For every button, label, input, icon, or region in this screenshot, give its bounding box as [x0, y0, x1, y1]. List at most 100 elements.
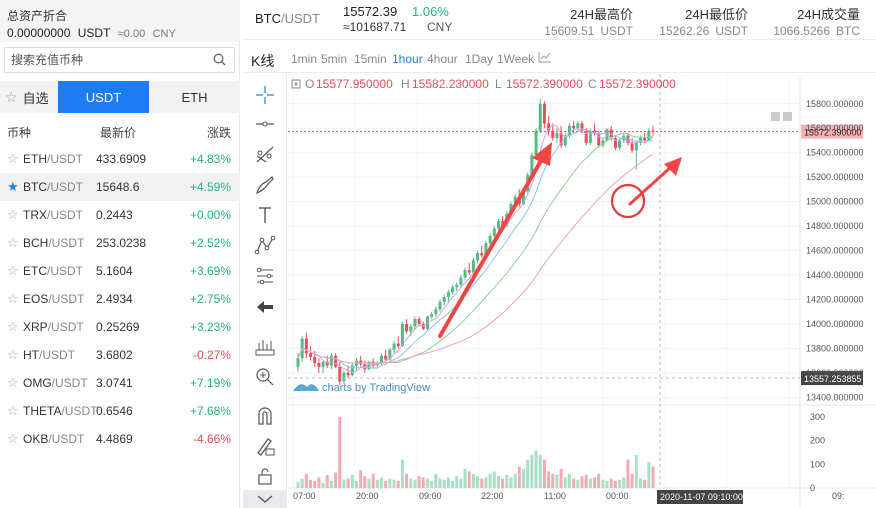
volume-bar	[354, 480, 358, 488]
candle	[442, 297, 446, 302]
lock-drawing-icon[interactable]	[254, 435, 276, 457]
total-assets-value: 0.00000000 USDT ≈0.00 CNY	[7, 26, 240, 40]
ohlc-value-l: 15572.390000	[506, 77, 583, 91]
chevron-down-icon	[257, 495, 273, 503]
candle	[496, 221, 500, 229]
list-item[interactable]: ☆ THETA/USDT 0.6546 +7.68%	[0, 397, 240, 425]
expand-icon	[291, 79, 301, 89]
star-outline-icon[interactable]: ☆	[7, 291, 19, 306]
tab-eth[interactable]: ETH	[181, 89, 208, 105]
trend-arrow-head	[532, 142, 552, 166]
list-item[interactable]: ★ BTC/USDT 15648.6 +4.59%	[0, 173, 240, 201]
star-outline-icon[interactable]: ☆	[7, 207, 19, 222]
coin-quote: /USDT	[47, 180, 83, 194]
ohlc-value-o: 15577.950000	[316, 77, 393, 91]
candle	[321, 361, 325, 367]
list-item[interactable]: ☆ XRP/USDT 0.25269 +3.23%	[0, 313, 240, 341]
volume-bar	[551, 473, 555, 488]
volume-bar	[384, 480, 388, 488]
arrow-left-icon[interactable]	[254, 296, 276, 318]
tab-favorites[interactable]: ☆ 自选	[0, 81, 58, 113]
collapse-toolbar-button[interactable]	[243, 490, 287, 508]
star-outline-icon[interactable]: ☆	[7, 235, 19, 250]
ma-line-10	[297, 128, 654, 369]
resolution-1day[interactable]: 1Day	[465, 52, 494, 66]
stat-24h-volume-value: 1066.5266	[773, 24, 830, 38]
resolution-15min[interactable]: 15min	[354, 52, 387, 66]
volume-bar	[538, 454, 542, 488]
pattern-icon[interactable]	[254, 234, 276, 256]
time-tick-label: 11:00	[544, 491, 566, 501]
column-change[interactable]: 涨跌	[206, 126, 231, 140]
candle	[480, 253, 484, 256]
highlight-circle	[610, 183, 646, 219]
crosshair-time-tag	[657, 490, 743, 504]
volume-tick-label: 100	[810, 459, 825, 469]
volume-bar	[471, 473, 475, 488]
column-price[interactable]: 最新价	[100, 126, 137, 140]
candle	[542, 103, 546, 124]
candle	[446, 292, 450, 298]
volume-bar	[601, 479, 605, 488]
stat-24h-high-unit: USDT	[600, 24, 633, 38]
total-assets-cny: ≈0.00	[117, 28, 146, 40]
list-item[interactable]: ☆ HT/USDT 3.6802 -0.27%	[0, 341, 240, 369]
search-icon[interactable]	[213, 53, 226, 66]
list-item[interactable]: ☆ BCH/USDT 253.0238 +2.52%	[0, 229, 240, 257]
star-outline-icon[interactable]: ☆	[7, 151, 19, 166]
star-outline-icon[interactable]: ☆	[7, 263, 19, 278]
tab-usdt[interactable]: USDT	[58, 81, 149, 113]
list-item[interactable]: ☆ OKB/USDT 4.4869 -4.66%	[0, 425, 240, 453]
candle	[309, 353, 313, 357]
coin-change: +7.68%	[189, 404, 231, 418]
candle	[588, 130, 592, 143]
star-outline-icon[interactable]: ☆	[7, 375, 19, 390]
tab-favorites-label: 自选	[22, 90, 49, 106]
resolution-1week[interactable]: 1Week	[497, 52, 535, 66]
chart-grid	[288, 74, 800, 488]
coin-quote: /USDT	[48, 432, 85, 446]
volume-bar	[501, 478, 505, 488]
resolution-4hour[interactable]: 4hour	[427, 52, 458, 66]
crosshair-icon[interactable]	[254, 84, 276, 106]
coin-price: 2.4934	[96, 292, 133, 306]
coin-pair: OMG/USDT	[23, 376, 88, 390]
star-outline-icon[interactable]: ☆	[7, 319, 19, 334]
horizontal-line-icon[interactable]	[254, 113, 276, 135]
star-outline-icon[interactable]: ☆	[7, 431, 19, 446]
fib-icon[interactable]	[254, 265, 276, 287]
volume-bar	[555, 475, 559, 488]
list-item[interactable]: ☆ ETH/USDT 433.6909 +4.83%	[0, 145, 240, 173]
coin-price: 433.6909	[96, 152, 147, 166]
volume-bar	[588, 478, 592, 488]
text-tool-icon[interactable]	[254, 204, 276, 226]
coin-pair: BCH/USDT	[23, 236, 84, 250]
star-outline-icon[interactable]: ☆	[7, 403, 19, 418]
star-outline-icon[interactable]: ☆	[7, 347, 19, 362]
candle	[597, 133, 601, 146]
magnet-icon[interactable]	[254, 405, 276, 427]
resolution-1min[interactable]: 1min	[291, 52, 318, 66]
chart-type-icon[interactable]	[538, 51, 552, 63]
volume-bar	[363, 476, 367, 488]
zoom-icon[interactable]	[254, 366, 276, 388]
search-box	[4, 47, 235, 73]
coin-base: OKB	[23, 432, 49, 446]
coin-pair: ETH/USDT	[23, 152, 83, 166]
candle	[409, 326, 413, 332]
candle	[459, 277, 463, 285]
lock-icon[interactable]	[254, 465, 276, 487]
resolution-5min[interactable]: 5min	[321, 52, 348, 66]
volume-bar	[342, 479, 346, 488]
price-chart[interactable]: 15572.390000 13557.253855 15800.000000 1560…	[288, 74, 876, 508]
list-item[interactable]: ☆ ETC/USDT 5.1604 +3.69%	[0, 257, 240, 285]
trend-line-icon[interactable]	[254, 143, 276, 165]
list-item[interactable]: ☆ EOS/USDT 2.4934 +2.75%	[0, 285, 240, 313]
measure-icon[interactable]	[254, 336, 276, 358]
resolution-1hour[interactable]: 1hour	[392, 52, 423, 66]
brush-icon[interactable]	[254, 174, 276, 196]
list-item[interactable]: ☆ OMG/USDT 3.0741 +7.19%	[0, 369, 240, 397]
star-filled-icon[interactable]: ★	[7, 179, 19, 194]
list-item[interactable]: ☆ TRX/USDT 0.2443 +0.00%	[0, 201, 240, 229]
search-input[interactable]	[5, 48, 200, 72]
